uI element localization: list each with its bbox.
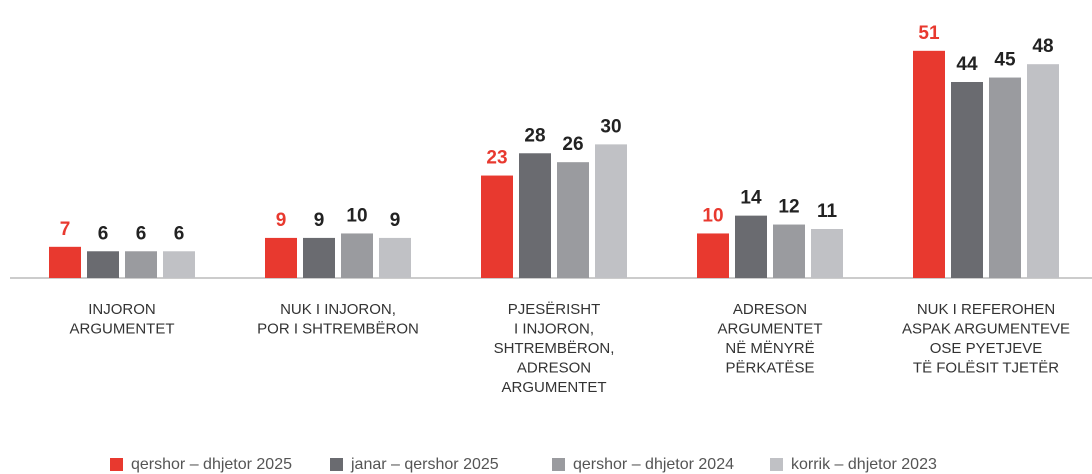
- bar: [303, 237, 335, 278]
- bar: [341, 233, 373, 278]
- value-label: 11: [817, 201, 838, 222]
- x-tick-label: INJORON ARGUMENTET: [70, 301, 175, 338]
- legend-label: janar – qershor 2025: [350, 456, 499, 473]
- x-tick-label: NUK I INJORON, POR I SHTREMBËRON: [257, 301, 419, 338]
- x-tick-label-line: PJESËRISHT: [508, 301, 601, 318]
- value-label: 44: [956, 54, 978, 75]
- legend-swatch: [110, 458, 123, 471]
- legend-swatch: [770, 458, 783, 471]
- x-tick-label-line: POR I SHTREMBËRON: [257, 320, 419, 337]
- bar: [557, 162, 589, 278]
- value-label: 26: [562, 134, 583, 155]
- bar: [735, 215, 767, 278]
- bar: [163, 251, 195, 278]
- x-tick-label-line: TË FOLËSIT TJETËR: [913, 359, 1059, 376]
- value-label: 9: [314, 210, 325, 231]
- x-tick-label-line: ADRESON: [733, 301, 807, 318]
- bar: [87, 251, 119, 278]
- legend-label: qershor – dhjetor 2025: [131, 456, 292, 473]
- legend-label: qershor – dhjetor 2024: [573, 456, 734, 473]
- bar: [913, 50, 945, 279]
- bar: [125, 251, 157, 278]
- value-label: 7: [60, 219, 71, 240]
- value-label: 6: [174, 223, 185, 244]
- bar: [951, 82, 983, 278]
- value-label: 30: [600, 116, 621, 137]
- value-label: 9: [276, 210, 287, 231]
- x-tick-label-line: ARGUMENTET: [70, 320, 175, 337]
- value-label: 9: [390, 210, 401, 231]
- value-label: 12: [778, 197, 799, 218]
- legend-label: korrik – dhjetor 2023: [791, 456, 937, 473]
- bar: [595, 144, 627, 278]
- x-tick-label: NUK I REFEROHEN ASPAK ARGUMENTEVE OSE PYET…: [902, 301, 1070, 377]
- value-label: 10: [346, 205, 367, 226]
- x-tick-label-line: ADRESON: [517, 359, 591, 376]
- value-label: 6: [136, 223, 147, 244]
- x-tick-label-line: ARGUMENTET: [718, 320, 823, 337]
- bar: [811, 229, 843, 278]
- x-tick-label: PJESËRISHT I INJORON, SHTREMBËRON, ADRESON A…: [494, 301, 615, 396]
- value-label: 10: [702, 205, 723, 226]
- legend-swatch: [330, 458, 343, 471]
- bar: [519, 153, 551, 278]
- value-label: 51: [918, 23, 940, 44]
- value-label: 45: [994, 50, 1016, 71]
- value-label: 23: [486, 148, 507, 169]
- value-label: 6: [98, 223, 109, 244]
- x-tick-label-line: NË MËNYRË: [725, 340, 814, 357]
- value-label: 14: [740, 188, 762, 209]
- bar: [379, 237, 411, 278]
- x-tick-label-line: SHTREMBËRON,: [494, 340, 615, 357]
- x-tick-label: ADRESON ARGUMENTET NË MËNYRË PËRKATËSE: [718, 301, 823, 377]
- bar: [697, 233, 729, 278]
- x-tick-label-line: PËRKATËSE: [726, 359, 815, 376]
- value-label: 48: [1032, 36, 1053, 57]
- bar: [989, 77, 1021, 278]
- bar: [1027, 64, 1059, 278]
- bar: [481, 175, 513, 278]
- x-tick-label-line: ASPAK ARGUMENTEVE: [902, 320, 1070, 337]
- bar: [773, 224, 805, 278]
- x-tick-label-line: NUK I REFEROHEN: [917, 301, 1055, 318]
- x-tick-label-line: INJORON: [88, 301, 156, 318]
- x-tick-label-line: OSE PYETJEVE: [930, 340, 1043, 357]
- value-label: 28: [524, 125, 545, 146]
- x-tick-label-line: I INJORON,: [514, 320, 594, 337]
- bar: [265, 237, 297, 278]
- bar: [49, 246, 81, 278]
- x-tick-label-line: ARGUMENTET: [502, 379, 607, 396]
- legend-swatch: [552, 458, 565, 471]
- x-tick-label-line: NUK I INJORON,: [280, 301, 396, 318]
